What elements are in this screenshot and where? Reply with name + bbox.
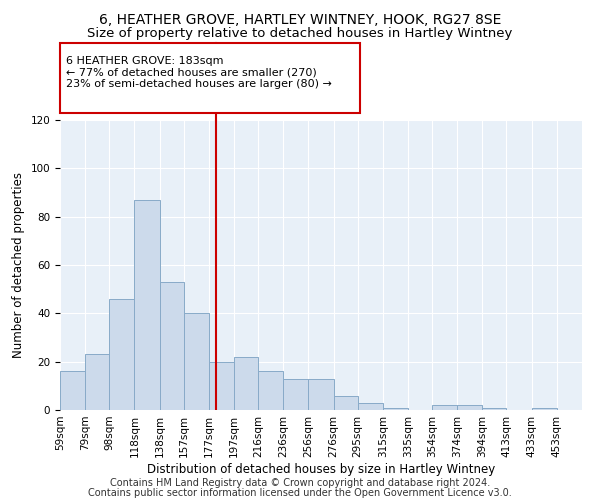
- Bar: [134, 200, 160, 410]
- Bar: [234, 357, 258, 410]
- Bar: [85, 354, 109, 410]
- Bar: [432, 405, 457, 410]
- Y-axis label: Number of detached properties: Number of detached properties: [12, 172, 25, 358]
- Bar: [258, 372, 283, 410]
- Bar: [109, 299, 134, 410]
- Bar: [482, 408, 506, 410]
- Text: Contains public sector information licensed under the Open Government Licence v3: Contains public sector information licen…: [88, 488, 512, 498]
- Bar: [160, 282, 184, 410]
- Bar: [334, 396, 358, 410]
- Bar: [532, 408, 557, 410]
- Text: 6, HEATHER GROVE, HARTLEY WINTNEY, HOOK, RG27 8SE: 6, HEATHER GROVE, HARTLEY WINTNEY, HOOK,…: [99, 12, 501, 26]
- Bar: [308, 378, 334, 410]
- Bar: [184, 314, 209, 410]
- Bar: [209, 362, 234, 410]
- Bar: [383, 408, 408, 410]
- Text: 6 HEATHER GROVE: 183sqm
← 77% of detached houses are smaller (270)
23% of semi-d: 6 HEATHER GROVE: 183sqm ← 77% of detache…: [66, 56, 332, 89]
- Bar: [457, 405, 482, 410]
- Text: Size of property relative to detached houses in Hartley Wintney: Size of property relative to detached ho…: [88, 28, 512, 40]
- X-axis label: Distribution of detached houses by size in Hartley Wintney: Distribution of detached houses by size …: [147, 462, 495, 475]
- Bar: [283, 378, 308, 410]
- Bar: [60, 372, 85, 410]
- Bar: [358, 403, 383, 410]
- Text: Contains HM Land Registry data © Crown copyright and database right 2024.: Contains HM Land Registry data © Crown c…: [110, 478, 490, 488]
